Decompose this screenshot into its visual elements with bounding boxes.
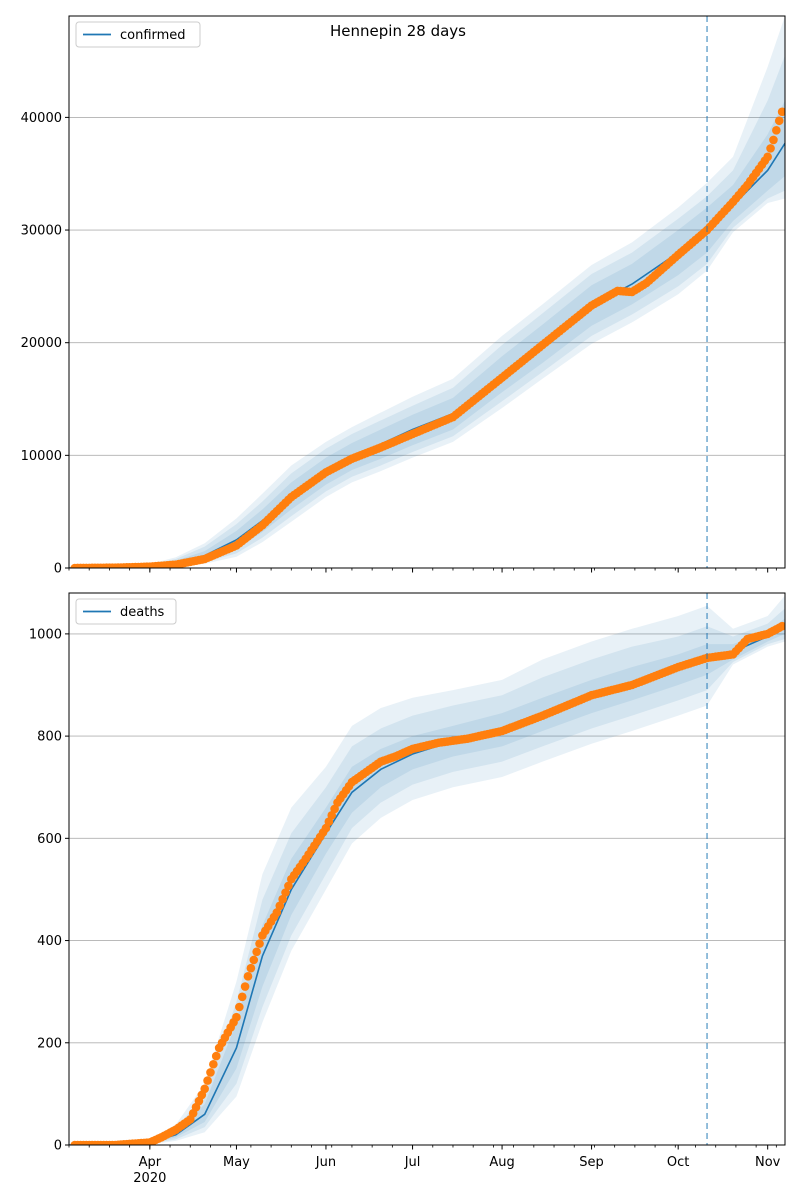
observed-point (211, 1051, 221, 1061)
observed-point (249, 955, 259, 965)
observed-point (766, 144, 775, 153)
observed-point (324, 817, 334, 827)
uncertainty-band (69, 618, 785, 1145)
observed-point (246, 963, 256, 973)
y-tick-label: 1000 (29, 627, 62, 642)
x-tick-label: Nov (755, 1155, 781, 1170)
confirmed-panel: 0 10000 20000 30000 40000 confirmed (21, 15, 786, 577)
observed-point (255, 939, 264, 948)
x-year-label: 2020 (133, 1171, 166, 1186)
y-tick-label: 0 (54, 1139, 62, 1154)
legend-label: deaths (120, 605, 165, 620)
y-tick-label: 10000 (21, 449, 62, 464)
observed-point (327, 811, 337, 820)
x-tick-label: Jul (404, 1155, 421, 1170)
y-tick-label: 400 (37, 934, 62, 949)
legend-label: confirmed (120, 28, 186, 43)
observed-point (232, 1012, 241, 1022)
observed-point (200, 1084, 209, 1094)
uncertainty-band (69, 55, 785, 568)
y-tick-label: 800 (37, 730, 62, 745)
observed-point (237, 992, 247, 1002)
observed-point (777, 107, 785, 117)
observed-point (284, 881, 293, 891)
axes-frame (68, 592, 786, 1146)
legend-box (75, 21, 201, 48)
x-tick-label: Apr (139, 1155, 162, 1170)
observed-point (774, 116, 784, 126)
observed-point (281, 888, 290, 897)
observed-point (240, 982, 250, 991)
y-tick-label: 20000 (21, 336, 62, 351)
x-tick-label: Jun (315, 1155, 336, 1170)
uncertainty-band (69, 16, 785, 568)
x-tick-label: Oct (667, 1155, 689, 1170)
observed-point (772, 126, 781, 135)
observed-point (321, 823, 331, 833)
plot-area (69, 595, 785, 1145)
observed-point (209, 1059, 218, 1069)
model-line (69, 142, 785, 568)
observed-point (763, 152, 772, 162)
deaths-panel: 0 200 400 600 800 1000 Apr May Jun Jul Aug Sep Oct No… (29, 592, 786, 1186)
x-tick-label: Aug (489, 1155, 514, 1170)
y-tick-label: 40000 (21, 111, 62, 126)
observed-point (203, 1076, 212, 1085)
uncertainty-band (69, 100, 785, 568)
observed-point (206, 1068, 215, 1077)
x-tick-label: Sep (579, 1155, 604, 1170)
observed-point (769, 135, 778, 145)
y-tick-label: 600 (37, 832, 62, 847)
plot-area (69, 16, 785, 568)
observed-point (243, 972, 253, 981)
observed-point (235, 1002, 244, 1012)
figure-title: Hennepin 28 days (330, 22, 466, 40)
y-tick-label: 200 (37, 1036, 62, 1051)
observed-point (252, 947, 261, 957)
observed-point (272, 908, 282, 917)
observed-point (777, 621, 785, 631)
y-tick-label: 0 (54, 562, 62, 577)
x-tick-label: May (223, 1155, 250, 1170)
observed-point (278, 894, 287, 904)
observed-point (275, 901, 285, 911)
uncertainty-band (69, 608, 785, 1145)
legend-box (75, 598, 177, 625)
y-tick-label: 30000 (21, 224, 62, 239)
axes-frame (68, 15, 786, 569)
